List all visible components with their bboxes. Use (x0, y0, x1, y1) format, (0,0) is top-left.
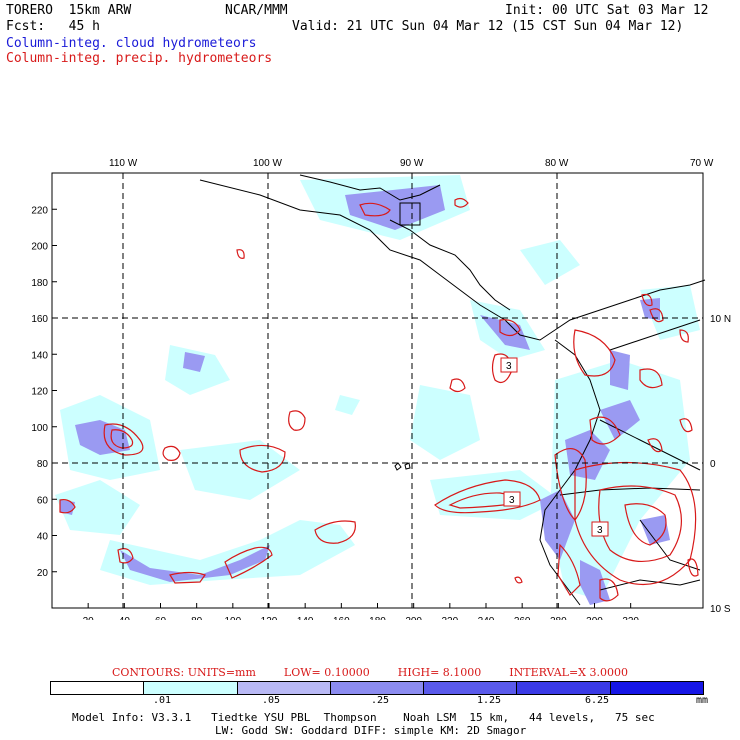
contour-label-2: 3 (509, 495, 515, 506)
x-tick-label: 60 (155, 616, 167, 620)
lon-label-100w: 100 W (253, 158, 282, 169)
forecast-map: 3 3 3 110 W 100 W 90 W 80 W 70 W 10 N 0 … (31, 158, 731, 620)
precip-contours (59, 197, 699, 602)
x-tick-label: 140 (297, 616, 314, 620)
x-tick-label: 320 (622, 616, 639, 620)
x-tick-label: 220 (441, 616, 458, 620)
legend-label-625: 6.25 (585, 695, 610, 706)
y-tick-label: 60 (37, 495, 49, 506)
lon-label-80w: 80 W (545, 158, 569, 169)
legend-swatch (144, 682, 238, 694)
contour-units: CONTOURS: UNITS=mm (112, 666, 256, 679)
y-tick-label: 220 (31, 205, 48, 216)
color-legend (50, 681, 704, 695)
y-tick-label: 80 (37, 459, 49, 470)
y-tick-label: 40 (37, 532, 49, 543)
legend-swatch (237, 682, 331, 694)
legend-units: mm (696, 695, 709, 706)
legend-label-01: .01 (153, 695, 172, 706)
legend-label-125: 1.25 (477, 695, 502, 706)
contour-label-1: 3 (506, 361, 512, 372)
lat-label-10n: 10 N (710, 314, 731, 325)
cloud-field-light (55, 175, 700, 600)
x-tick-label: 200 (405, 616, 422, 620)
x-tick-label: 240 (478, 616, 495, 620)
y-tick-label: 180 (31, 278, 48, 289)
contour-label-3: 3 (597, 525, 603, 536)
contour-low: LOW= 0.10000 (283, 666, 370, 679)
y-tick-label: 160 (31, 314, 48, 325)
x-tick-label: 100 (224, 616, 241, 620)
legend-label-25: .25 (371, 695, 390, 706)
legend-swatch (610, 682, 703, 694)
legend-swatch (51, 682, 145, 694)
lon-label-90w: 90 W (400, 158, 424, 169)
contour-info: CONTOURS: UNITS=mm LOW= 0.10000 HIGH= 8.10… (0, 666, 740, 679)
y-tick-label: 100 (31, 423, 48, 434)
lat-label-0: 0 (710, 459, 716, 470)
y-tick-label: 120 (31, 387, 48, 398)
x-tick-label: 280 (550, 616, 567, 620)
model-title: TORERO 15km ARW (6, 3, 132, 18)
axis-ticks (52, 208, 632, 608)
x-tick-label: 20 (83, 616, 95, 620)
model-physics: LW: Godd SW: Goddard DIFF: simple KM: 2D… (215, 724, 527, 737)
model-info: Model Info: V3.3.1 Tiedtke YSU PBL Thomp… (72, 711, 655, 724)
contour-high: HIGH= 8.1000 (397, 666, 482, 679)
lon-label-110w: 110 W (109, 158, 138, 169)
field-precip-label: Column-integ. precip. hydrometeors (6, 51, 273, 66)
valid-time: Valid: 21 UTC Sun 04 Mar 12 (15 CST Sun … (292, 19, 684, 34)
y-tick-label: 20 (37, 568, 49, 579)
contour-interval: INTERVAL=X 3.0000 (509, 666, 628, 679)
x-tick-label: 160 (333, 616, 350, 620)
x-tick-label: 80 (191, 616, 203, 620)
x-tick-label: 300 (586, 616, 603, 620)
lon-label-70w: 70 W (690, 158, 714, 169)
contour-value-labels: 3 3 3 (500, 357, 609, 537)
forecast-hour: Fcst: 45 h (6, 19, 100, 34)
org-label: NCAR/MMM (225, 3, 288, 18)
x-tick-label: 120 (261, 616, 278, 620)
coastlines (199, 174, 706, 606)
legend-swatch (517, 682, 611, 694)
y-tick-label: 200 (31, 242, 48, 253)
field-cloud-label: Column-integ. cloud hydrometeors (6, 36, 257, 51)
x-tick-label: 180 (369, 616, 386, 620)
legend-label-05: .05 (262, 695, 281, 706)
x-tick-label: 40 (119, 616, 131, 620)
y-tick-label: 140 (31, 350, 48, 361)
lat-label-10s: 10 S (710, 604, 731, 615)
init-time: Init: 00 UTC Sat 03 Mar 12 (505, 3, 709, 18)
lat-lon-grid (52, 173, 703, 608)
x-tick-label: 260 (514, 616, 531, 620)
legend-swatch (330, 682, 425, 694)
legend-swatch (424, 682, 518, 694)
